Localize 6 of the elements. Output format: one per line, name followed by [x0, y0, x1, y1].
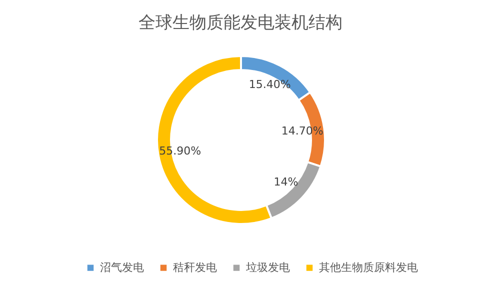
legend-label: 沼气发电 — [100, 260, 144, 274]
chart-title: 全球生物质能发电装机结构 — [138, 13, 342, 33]
legend-label: 其他生物质原料发电 — [319, 260, 418, 274]
data-label: 14% — [274, 176, 298, 189]
legend-label: 秸秆发电 — [173, 260, 217, 274]
legend-label: 垃圾发电 — [245, 260, 290, 274]
